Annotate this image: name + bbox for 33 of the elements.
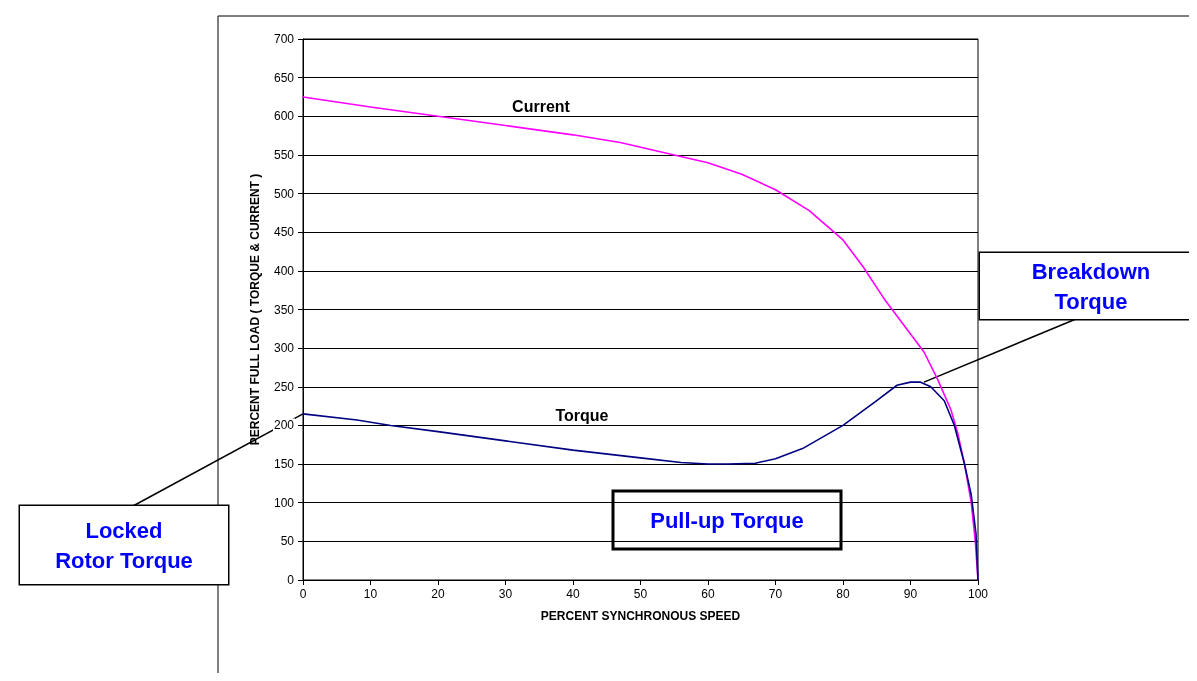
y-axis-title: PERCENT FULL LOAD ( TORQUE & CURRENT ) [248, 173, 262, 446]
y-tick-label: 450 [273, 225, 295, 240]
x-tick-label: 90 [903, 587, 918, 601]
y-tick-label: 300 [273, 341, 295, 356]
y-tick-label: 100 [273, 495, 295, 510]
x-tick-label: 70 [768, 587, 783, 601]
y-tick-label: 50 [280, 534, 295, 549]
annotation: Pull-up Torque [650, 507, 804, 533]
x-tick-label: 100 [967, 587, 989, 601]
y-tick-label: 350 [273, 302, 295, 317]
y-tick-label: 150 [273, 457, 295, 472]
y-tick-label: 0 [287, 573, 295, 587]
series-label: Current [512, 97, 571, 115]
x-tick-label: 80 [836, 587, 850, 601]
x-axis-title: PERCENT SYNCHRONOUS SPEED [540, 609, 741, 623]
y-tick-label: 400 [273, 263, 295, 278]
annotation: Breakdown Torque [1031, 258, 1151, 314]
y-tick-label: 650 [273, 70, 295, 85]
x-tick-label: 40 [566, 587, 580, 601]
y-tick-label: 250 [273, 379, 295, 394]
x-tick-label: 30 [498, 587, 513, 601]
x-tick-label: 0 [299, 587, 307, 601]
series-label: Torque [555, 406, 609, 424]
y-tick-label: 700 [273, 32, 295, 46]
y-tick-label: 200 [273, 418, 295, 433]
y-tick-label: 500 [273, 186, 295, 201]
y-tick-label: 600 [273, 109, 295, 124]
x-tick-label: 10 [363, 587, 378, 601]
x-tick-label: 20 [431, 587, 445, 601]
annotation: Locked Rotor Torque [55, 517, 193, 573]
y-tick-label: 550 [273, 147, 295, 162]
x-tick-label: 50 [633, 587, 648, 601]
x-tick-label: 60 [701, 587, 715, 601]
